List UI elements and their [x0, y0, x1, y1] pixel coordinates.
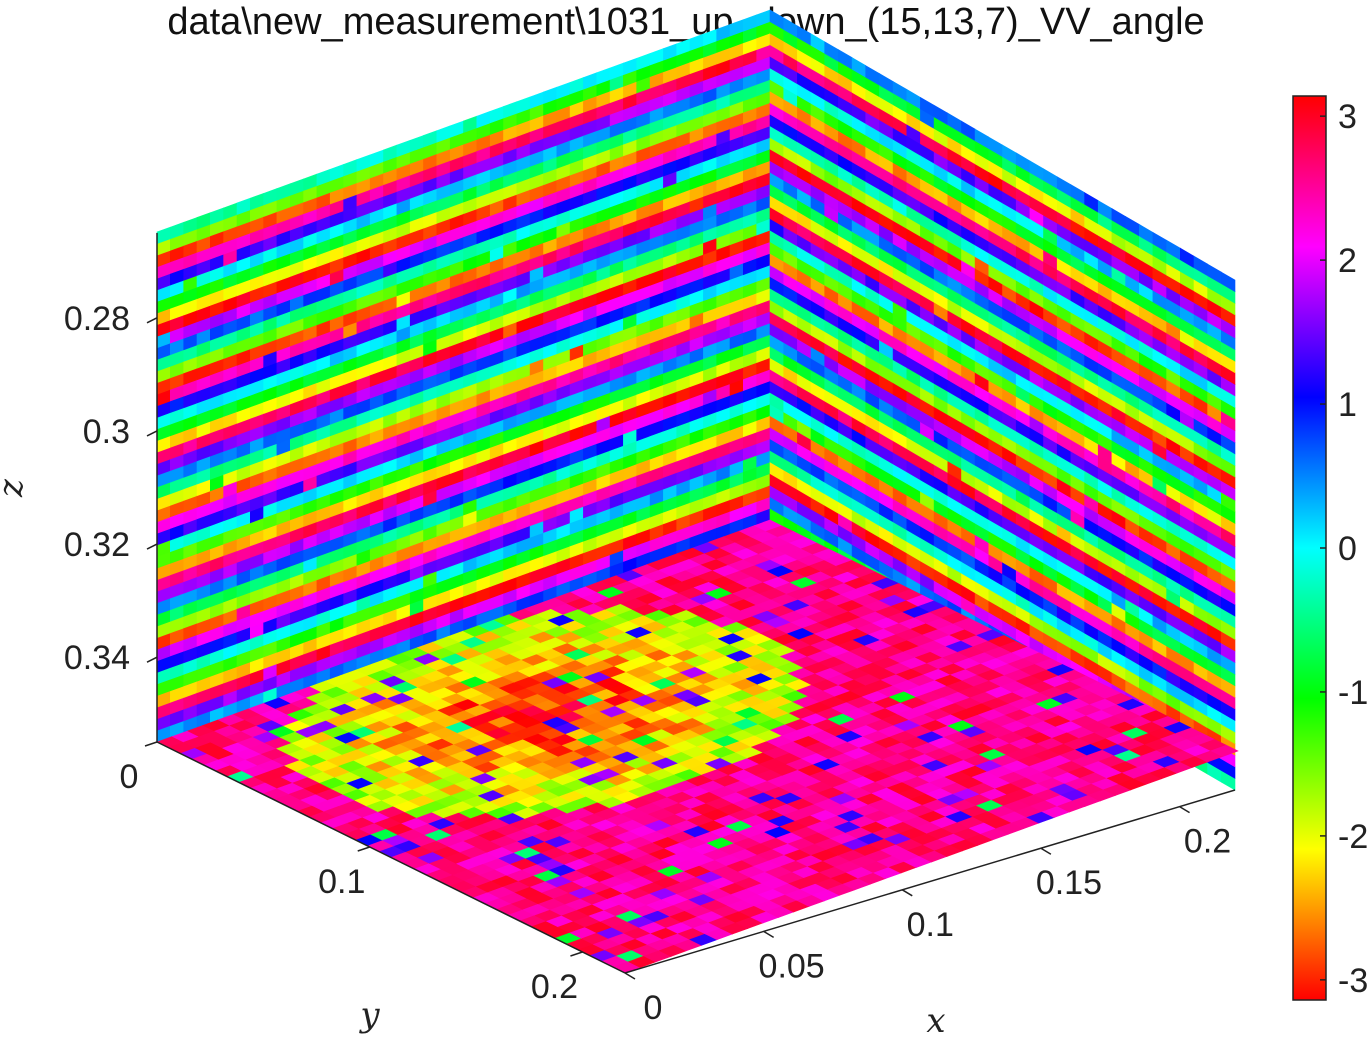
chart-title: data\new_measurement\1031_up_down_(15,13… [167, 1, 1204, 43]
back-left-slice [156, 9, 771, 743]
